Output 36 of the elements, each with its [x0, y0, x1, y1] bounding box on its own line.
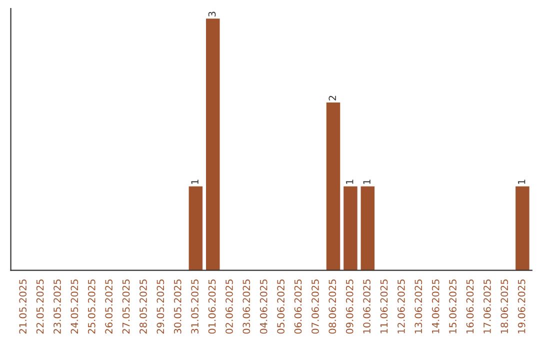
x-tick-label: 22.05.2025 [36, 279, 44, 334]
x-tick-label: 05.06.2025 [277, 279, 284, 334]
x-tick-label: 11.06.2025 [380, 279, 388, 334]
data-label: 1 [346, 180, 354, 184]
x-tick-label: 25.05.2025 [88, 279, 96, 334]
data-label: 1 [191, 180, 198, 184]
x-tick-label: 10.06.2025 [363, 279, 370, 334]
x-tick-label: 16.06.2025 [466, 279, 474, 334]
x-tick-label: 28.05.2025 [140, 279, 147, 334]
x-tick-label: 21.05.2025 [19, 279, 27, 334]
x-tick-label: 06.06.2025 [294, 279, 302, 334]
data-label: 2 [328, 96, 336, 100]
x-tick-label: 17.06.2025 [484, 279, 491, 334]
x-tick-label: 12.06.2025 [398, 279, 405, 334]
x-tick-label: 02.06.2025 [226, 279, 233, 334]
x-tick-label: 18.06.2025 [500, 279, 508, 334]
x-tick-label: 07.06.2025 [312, 279, 319, 334]
data-label: 1 [518, 180, 526, 184]
x-tick-label: 09.06.2025 [346, 279, 354, 334]
x-tick-label: 24.05.2025 [70, 279, 78, 334]
x-tick-label: 01.06.2025 [208, 279, 216, 334]
x-tick-label: 30.05.2025 [174, 279, 182, 334]
x-tick-label: 23.05.2025 [54, 279, 61, 334]
x-tick-label: 19.06.2025 [518, 279, 526, 334]
x-tick-label: 13.06.2025 [414, 279, 422, 334]
x-tick-label: 04.06.2025 [260, 279, 268, 334]
data-label: 3 [208, 12, 216, 16]
x-tick-label: 08.06.2025 [328, 279, 336, 334]
x-tick-label: 31.05.2025 [191, 279, 198, 334]
x-tick-label: 27.05.2025 [122, 279, 130, 334]
x-tick-label: 14.06.2025 [432, 279, 440, 334]
x-tick-label: 29.05.2025 [156, 279, 164, 334]
data-label: 1 [363, 180, 370, 184]
x-tick-label: 15.06.2025 [449, 279, 456, 334]
x-tick-label: 26.05.2025 [105, 279, 113, 334]
x-tick-label: 03.06.2025 [242, 279, 250, 334]
